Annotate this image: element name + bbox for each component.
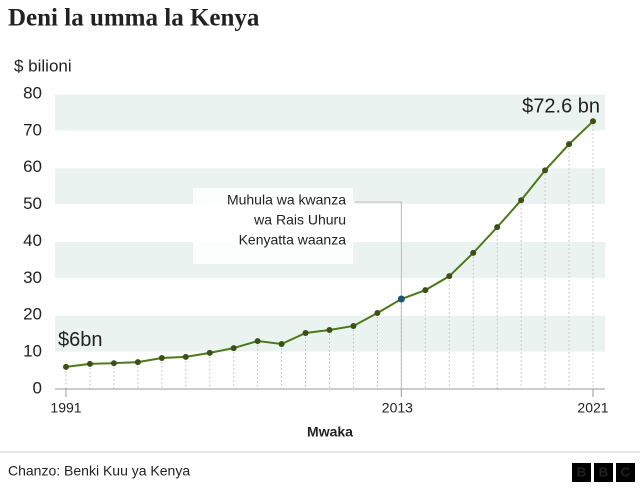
logo-box xyxy=(616,463,635,482)
logo-box xyxy=(594,463,613,482)
y-tick-label: 50 xyxy=(23,194,42,213)
value-label: $72.6 bn xyxy=(522,96,600,118)
point xyxy=(350,322,357,329)
point xyxy=(494,224,501,231)
point xyxy=(397,295,405,303)
point xyxy=(230,345,237,352)
point xyxy=(590,118,596,125)
band xyxy=(55,94,605,131)
point xyxy=(470,249,477,256)
value-label: $6bn xyxy=(58,329,103,351)
point xyxy=(446,273,453,280)
x-axis-label: Mwaka xyxy=(307,424,353,440)
band xyxy=(55,315,605,353)
y-axis-label: $ bilioni xyxy=(14,56,72,75)
x-tick-label: 1991 xyxy=(50,400,81,416)
annotation-text: wa Rais Uhuru xyxy=(253,212,346,228)
logo-letter: B xyxy=(599,464,608,479)
point xyxy=(158,355,165,362)
y-tick-label: 60 xyxy=(23,157,42,176)
point xyxy=(254,338,261,345)
point xyxy=(518,197,525,204)
logo-letter: C xyxy=(621,464,631,479)
y-tick-label: 70 xyxy=(23,120,42,139)
x-tick-label: 2021 xyxy=(577,400,608,416)
logo-box xyxy=(572,463,591,482)
point xyxy=(206,349,213,356)
annotation-leader xyxy=(355,201,402,389)
annotation-text: Kenyatta waanza xyxy=(239,232,347,248)
point xyxy=(278,341,285,348)
point xyxy=(110,360,117,367)
point xyxy=(182,353,189,360)
logo-letter: B xyxy=(577,464,586,479)
y-tick-label: 10 xyxy=(23,342,42,361)
point xyxy=(63,363,69,370)
source: Chanzo: Benki Kuu ya Kenya xyxy=(8,463,190,479)
chart-title: Deni la umma la Kenya xyxy=(8,5,260,32)
annotation-box xyxy=(193,188,353,264)
point xyxy=(422,287,429,294)
y-tick-label: 0 xyxy=(33,378,42,397)
y-tick-label: 40 xyxy=(23,231,42,250)
point xyxy=(86,360,93,367)
point xyxy=(566,141,573,148)
point xyxy=(302,329,309,336)
point xyxy=(134,359,141,366)
y-tick-label: 80 xyxy=(23,83,42,102)
point xyxy=(542,167,549,174)
x-tick-label: 2013 xyxy=(382,400,413,416)
annotation-text: Muhula wa kwanza xyxy=(227,192,346,208)
point xyxy=(374,310,381,317)
y-tick-label: 20 xyxy=(23,305,42,324)
point xyxy=(326,327,333,333)
y-tick-label: 30 xyxy=(23,268,42,287)
